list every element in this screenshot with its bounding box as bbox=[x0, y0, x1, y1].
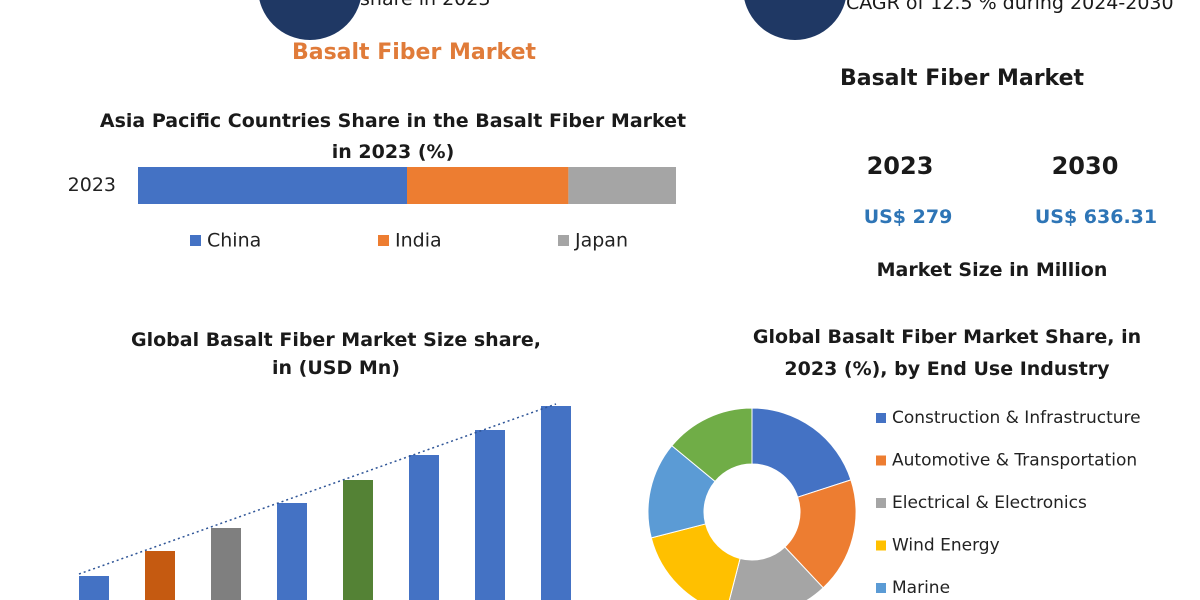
legend-marker bbox=[190, 235, 201, 246]
legend-label: Electrical & Electronics bbox=[892, 493, 1087, 513]
bar bbox=[211, 528, 241, 600]
bar bbox=[79, 576, 109, 600]
legend-label: Marine bbox=[892, 578, 950, 598]
icon-circle bbox=[259, 0, 361, 40]
legend-marker bbox=[558, 235, 569, 246]
icon-circle bbox=[744, 0, 846, 40]
bar bbox=[475, 430, 505, 600]
market-value: US$ 279 bbox=[863, 206, 953, 228]
header-note: CAGR of 12.5 % during 2024-2030 bbox=[846, 0, 1174, 14]
legend-marker bbox=[876, 413, 886, 423]
legend-label: China bbox=[207, 230, 261, 252]
chart-title: Global Basalt Fiber Market Share, in 202… bbox=[752, 326, 1142, 380]
bar-segment bbox=[568, 167, 676, 204]
legend-label: Construction & Infrastructure bbox=[892, 408, 1141, 428]
legend-label: India bbox=[395, 230, 442, 252]
market-value: US$ 636.31 bbox=[1034, 206, 1158, 228]
legend-marker bbox=[876, 540, 886, 551]
legend-label: Automotive & Transportation bbox=[892, 451, 1137, 471]
y-tick-label: 2023 bbox=[68, 174, 116, 196]
bar-segment bbox=[138, 167, 407, 204]
bar-segment bbox=[407, 167, 569, 204]
chart-title: Asia Pacific Countries Share in the Basa… bbox=[99, 110, 687, 163]
main-title: Basalt Fiber Market bbox=[291, 40, 537, 65]
year: 2023 bbox=[866, 152, 934, 180]
donut-slice bbox=[671, 407, 753, 483]
bar bbox=[409, 455, 439, 600]
bar bbox=[277, 503, 307, 600]
year: 2030 bbox=[1051, 152, 1119, 180]
donut-slice bbox=[751, 407, 852, 498]
header-note: share in 2023 bbox=[360, 0, 560, 10]
donut-slice bbox=[728, 546, 824, 600]
legend-label: Japan bbox=[574, 230, 628, 252]
legend-marker bbox=[876, 498, 886, 508]
legend-label: Wind Energy bbox=[892, 536, 1000, 556]
panel-title: Basalt Fiber Market bbox=[839, 66, 1085, 91]
caption: Market Size in Million bbox=[876, 259, 1108, 281]
donut-slice bbox=[650, 523, 741, 600]
legend-marker bbox=[876, 455, 886, 466]
bar bbox=[145, 551, 175, 600]
chart-title: Global Basalt Fiber Market Size share, i… bbox=[130, 329, 541, 379]
bar bbox=[343, 480, 373, 600]
trendline bbox=[78, 403, 557, 575]
bar bbox=[541, 406, 571, 600]
legend-marker bbox=[876, 583, 886, 593]
legend-marker bbox=[378, 235, 389, 246]
